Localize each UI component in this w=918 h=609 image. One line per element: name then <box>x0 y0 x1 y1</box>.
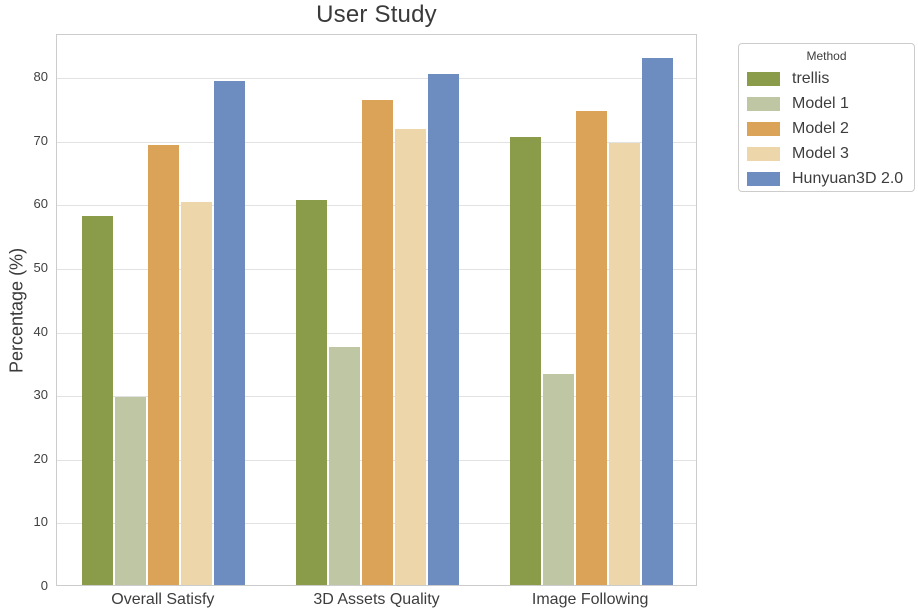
x-tick-label: Overall Satisfy <box>111 591 215 608</box>
y-tick-label: 60 <box>33 196 48 212</box>
y-tick-label: 20 <box>33 450 48 466</box>
bar <box>82 216 114 585</box>
bar <box>329 347 360 585</box>
y-tick-label: 0 <box>40 578 48 593</box>
y-tick-label: 70 <box>33 132 48 148</box>
legend-item: Hunyuan3D 2.0 <box>747 166 906 191</box>
legend-items: trellis Model 1 Model 2 Model 3 Hunyuan3D 2.… <box>747 66 906 191</box>
legend-label: Model 1 <box>792 94 849 112</box>
gridline <box>57 78 696 80</box>
x-tick-label: 3D Assets Quality <box>313 591 440 608</box>
legend-label: Model 3 <box>792 144 849 162</box>
legend-swatch-icon <box>747 171 780 186</box>
legend-label: trellis <box>792 69 830 87</box>
bar <box>575 110 607 585</box>
legend-swatch-icon <box>747 71 780 86</box>
y-tick-label: 30 <box>33 387 48 403</box>
y-tick-label: 40 <box>33 323 48 339</box>
bar <box>214 81 246 585</box>
legend-swatch-icon <box>747 96 780 111</box>
bar <box>362 99 393 585</box>
legend-item: Model 2 <box>747 116 906 141</box>
y-tick-label: 10 <box>33 514 48 530</box>
chart-title: User Study <box>316 1 437 28</box>
legend-swatch-icon <box>747 146 780 161</box>
bar <box>509 137 541 585</box>
y-axis-label: Percentage (%) <box>6 247 27 373</box>
legend-swatch-icon <box>747 121 780 136</box>
plot-area <box>56 34 697 586</box>
bar <box>641 57 673 585</box>
x-tick-label: Image Following <box>531 591 649 608</box>
bar <box>608 143 640 585</box>
legend-label: Hunyuan3D 2.0 <box>792 169 904 187</box>
bar <box>181 201 213 585</box>
y-tick-label: 80 <box>33 69 48 85</box>
bar <box>542 373 574 585</box>
legend-label: Model 2 <box>792 119 849 137</box>
bar <box>296 199 327 585</box>
bar <box>395 129 426 585</box>
legend-item: Model 3 <box>747 141 906 166</box>
y-tick-label: 50 <box>33 260 48 276</box>
legend-item: Model 1 <box>747 91 906 116</box>
bar <box>428 73 459 585</box>
bar <box>115 397 147 585</box>
legend: Method trellis Model 1 Model 2 Model 3 Hunyu… <box>738 43 915 192</box>
legend-title: Method <box>806 49 847 63</box>
bar <box>148 144 180 585</box>
legend-item: trellis <box>747 66 906 91</box>
